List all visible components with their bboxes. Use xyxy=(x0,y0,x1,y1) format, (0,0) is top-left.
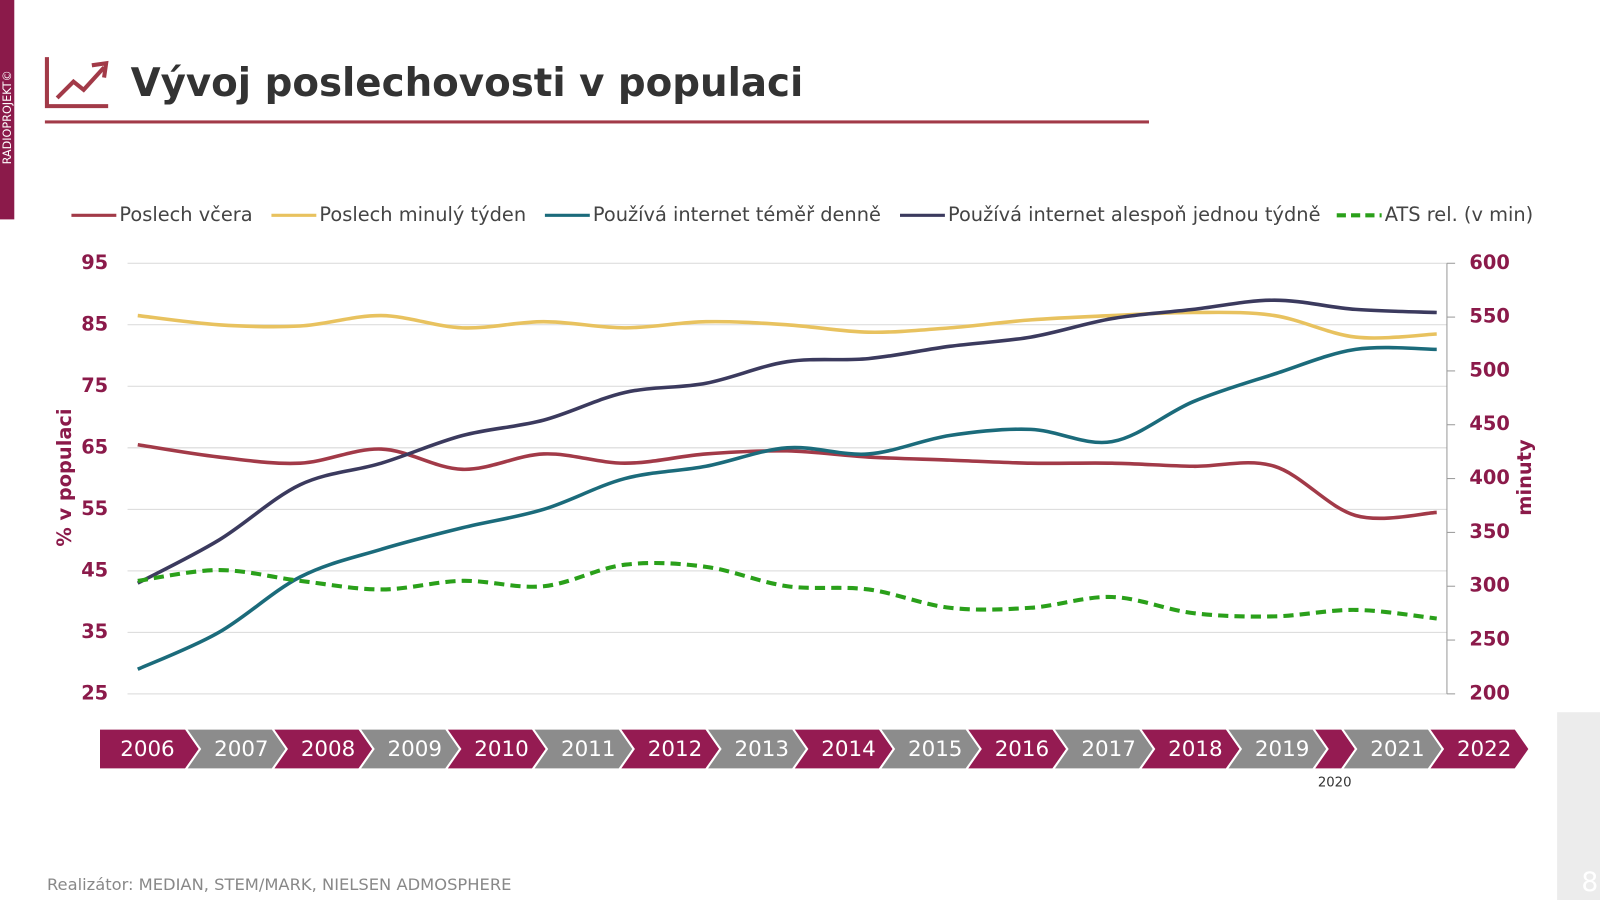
y2-tick-label: 450 xyxy=(1469,412,1509,435)
y-axis-label: % v populaci xyxy=(53,408,76,546)
timeline-label: 2007 xyxy=(214,737,268,762)
y2-tick-label: 400 xyxy=(1469,466,1509,489)
y-tick-label: 55 xyxy=(81,497,108,520)
y-tick-label: 75 xyxy=(81,374,108,397)
y2-tick-label: 200 xyxy=(1469,681,1509,704)
timeline-label: 2013 xyxy=(734,737,788,762)
timeline-label: 2019 xyxy=(1255,737,1309,762)
y2-tick-label: 350 xyxy=(1469,520,1509,543)
timeline-label: 2016 xyxy=(995,737,1049,762)
series-line xyxy=(137,442,1437,521)
y-tick-label: 65 xyxy=(81,435,108,458)
source: Realizátor: MEDIAN, STEM/MARK, NIELSEN A… xyxy=(47,875,512,894)
side-bar xyxy=(0,0,15,220)
timeline-label: 2012 xyxy=(648,737,702,762)
timeline-label: 2008 xyxy=(301,737,355,762)
series-line xyxy=(137,310,1437,340)
series-line xyxy=(137,560,1437,621)
y-tick-label: 85 xyxy=(81,312,108,335)
page-number: 8 xyxy=(1581,867,1598,898)
timeline-label: 2017 xyxy=(1081,737,1135,762)
title-rule xyxy=(44,120,1149,124)
timeline-label: 2022 xyxy=(1457,737,1511,762)
legend-label: Poslech včera xyxy=(119,203,252,226)
y2-tick-label: 300 xyxy=(1469,574,1509,597)
timeline-label: 2014 xyxy=(821,737,875,762)
legend-label: Poslech minulý týden xyxy=(319,203,526,226)
y2-tick-label: 600 xyxy=(1469,251,1509,274)
title: Vývoj poslechovosti v populaci xyxy=(131,61,804,106)
title-icon xyxy=(44,57,109,109)
y2-axis-label: minuty xyxy=(1513,439,1536,516)
legend-label: Používá internet téměř denně xyxy=(593,203,881,226)
y-tick-label: 95 xyxy=(81,251,108,274)
timeline-label: 2011 xyxy=(561,737,615,762)
timeline-label: 2010 xyxy=(474,737,528,762)
timeline-chevron xyxy=(1426,727,1531,771)
y2-tick-label: 250 xyxy=(1469,628,1509,651)
y-tick-label: 45 xyxy=(81,558,108,581)
timeline-label: 2006 xyxy=(120,737,174,762)
legend-label: ATS rel. (v min) xyxy=(1385,203,1533,226)
timeline-label: 2020 xyxy=(1318,776,1352,791)
y2-tick-label: 500 xyxy=(1469,358,1509,381)
y-tick-label: 25 xyxy=(81,681,108,704)
series-line xyxy=(136,298,1437,585)
timeline-label: 2018 xyxy=(1168,737,1222,762)
y-tick-label: 35 xyxy=(81,620,108,643)
side-label: RADIOPROJEKT© xyxy=(1,70,14,164)
timeline-label: 2021 xyxy=(1370,737,1424,762)
legend-label: Používá internet alespoň jednou týdně xyxy=(948,203,1321,226)
page-tab xyxy=(1557,712,1600,900)
timeline-label: 2009 xyxy=(388,737,442,762)
series-line xyxy=(137,345,1437,671)
timeline-label: 2015 xyxy=(908,737,962,762)
y2-tick-label: 550 xyxy=(1469,305,1509,328)
